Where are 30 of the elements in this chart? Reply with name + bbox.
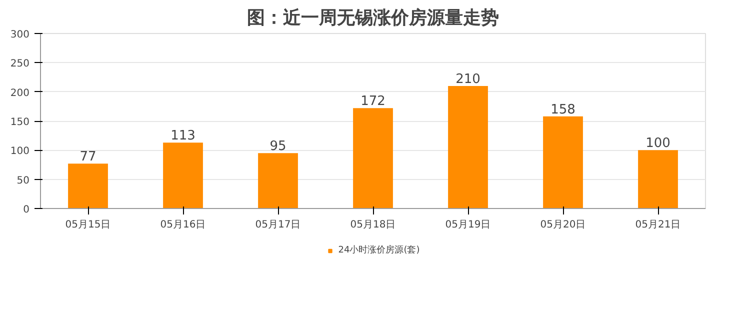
bar	[353, 108, 393, 208]
y-tick-label: 250	[10, 58, 30, 70]
bar	[448, 86, 488, 208]
legend-label: 24小时涨价房源(套)	[338, 244, 420, 256]
chart-title: 图：近一周无锡涨价房源量走势	[247, 8, 499, 28]
data-label: 100	[646, 136, 670, 152]
x-tick-label: 05月17日	[255, 220, 301, 230]
x-tick-label: 05月21日	[635, 220, 681, 230]
data-label: 158	[550, 102, 576, 118]
bar	[543, 116, 583, 208]
data-label: 210	[456, 72, 480, 87]
x-tick-label: 05月18日	[350, 220, 396, 230]
data-label: 95	[270, 139, 286, 154]
data-label: 113	[170, 128, 196, 144]
y-tick-label: 200	[10, 88, 30, 99]
data-label: 77	[80, 150, 96, 165]
y-tick-label: 100	[10, 146, 30, 158]
x-tick-label: 05月16日	[160, 220, 206, 230]
bar	[638, 150, 678, 208]
y-tick-label: 150	[10, 117, 30, 128]
y-tick-label: 50	[16, 175, 30, 186]
bar	[258, 153, 298, 208]
y-tick-label: 300	[10, 30, 30, 40]
x-tick-label: 05月19日	[445, 220, 491, 230]
y-tick-label: 0	[23, 204, 30, 216]
bar	[163, 142, 203, 208]
bar	[68, 164, 108, 208]
x-tick-label: 05月20日	[540, 220, 586, 230]
x-tick-label: 05月15日	[65, 220, 111, 230]
data-label: 172	[360, 94, 386, 110]
